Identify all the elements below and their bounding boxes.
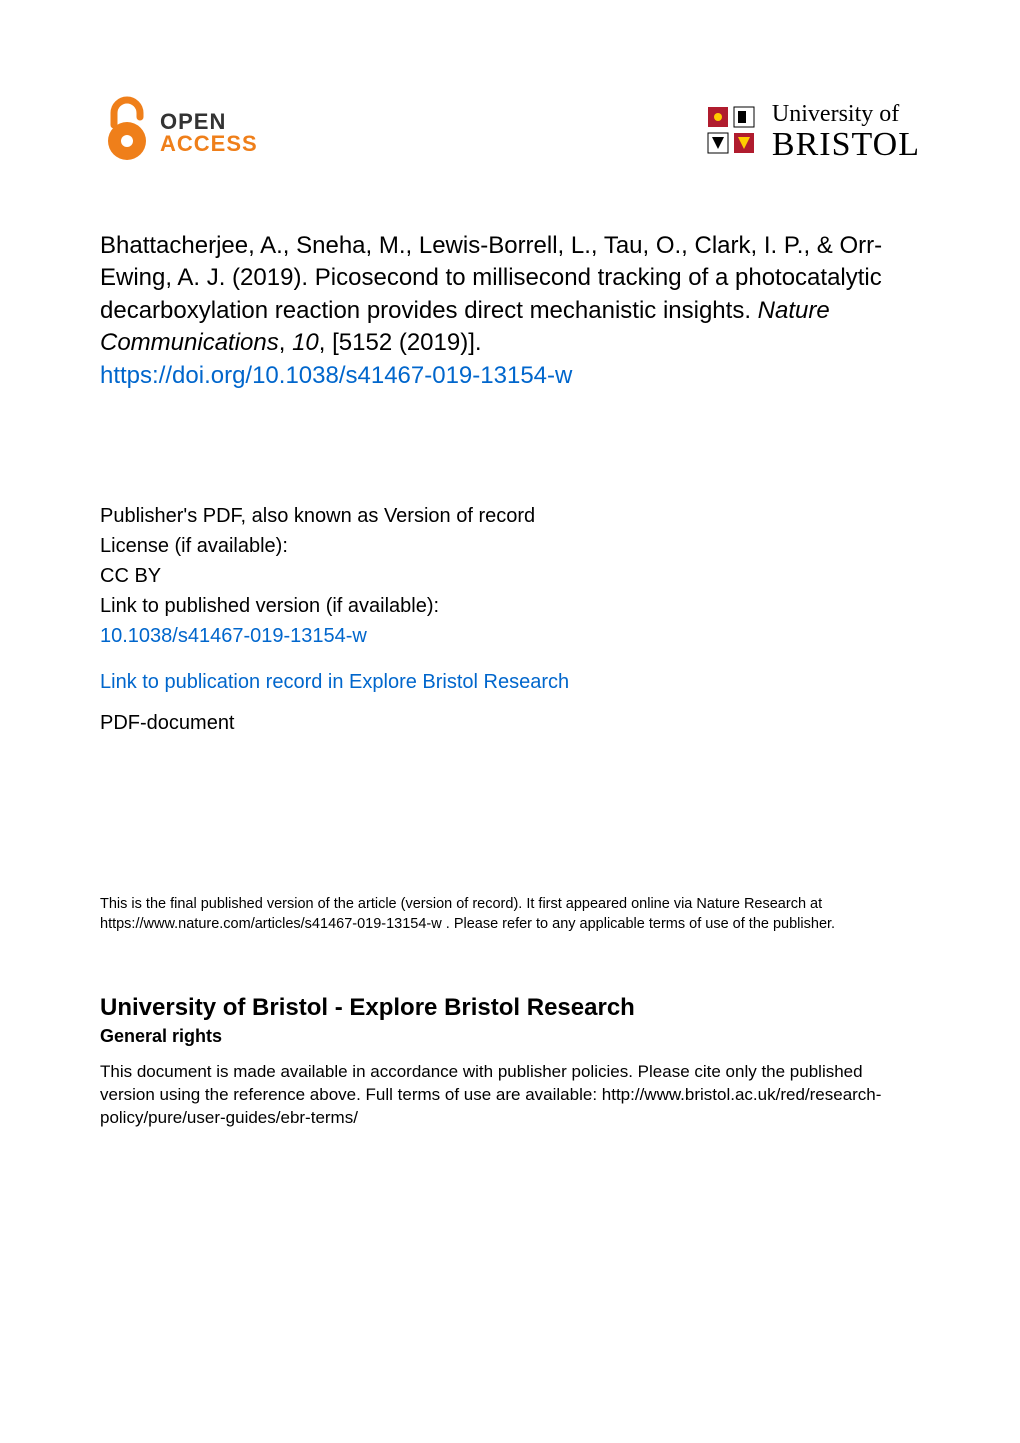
footer-heading: University of Bristol - Explore Bristol … xyxy=(100,994,920,1022)
license-label: License (if available): xyxy=(100,532,920,560)
disclaimer-text: This is the final published version of t… xyxy=(100,895,920,934)
citation-volume: 10 xyxy=(292,329,319,356)
bristol-crest-icon xyxy=(702,101,760,164)
published-link-label: Link to published version (if available)… xyxy=(100,592,920,620)
footer-section: University of Bristol - Explore Bristol … xyxy=(100,994,920,1130)
citation-doi-link[interactable]: https://doi.org/10.1038/s41467-019-13154… xyxy=(100,362,572,389)
document-type: PDF-document xyxy=(100,712,920,735)
footer-rights-text: This document is made available in accor… xyxy=(100,1061,920,1130)
open-access-lock-icon xyxy=(100,95,154,170)
explore-bristol-link[interactable]: Link to publication record in Explore Br… xyxy=(100,668,920,696)
bristol-uni-label: University of xyxy=(772,102,920,127)
citation-block: Bhattacherjee, A., Sneha, M., Lewis-Borr… xyxy=(100,230,920,392)
open-access-open-label: OPEN xyxy=(160,111,258,133)
published-doi-link[interactable]: 10.1038/s41467-019-13154-w xyxy=(100,625,367,647)
citation-sep1: , xyxy=(279,329,292,356)
bristol-text: University of BRISTOL xyxy=(772,102,920,163)
license-value: CC BY xyxy=(100,562,920,590)
bristol-name-label: BRISTOL xyxy=(772,127,920,163)
bristol-logo: University of BRISTOL xyxy=(702,101,920,164)
header-logos: OPEN ACCESS University of BRISTOL xyxy=(100,95,920,170)
publisher-info: Publisher's PDF, also known as Version o… xyxy=(100,502,920,696)
open-access-logo: OPEN ACCESS xyxy=(100,95,258,170)
citation-issue: , [5152 (2019)]. xyxy=(319,329,482,356)
footer-subheading: General rights xyxy=(100,1026,920,1047)
open-access-access-label: ACCESS xyxy=(160,133,258,155)
publisher-version: Publisher's PDF, also known as Version o… xyxy=(100,502,920,530)
open-access-text: OPEN ACCESS xyxy=(160,111,258,155)
